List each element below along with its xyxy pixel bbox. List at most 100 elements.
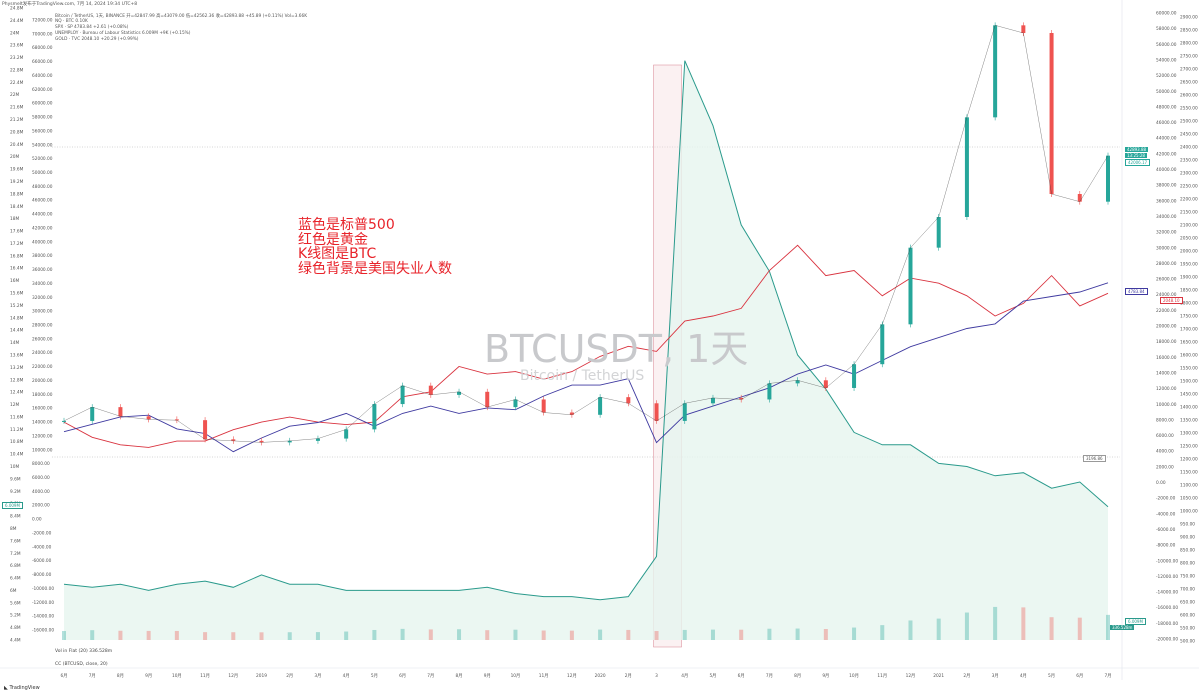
left-axis-tick-btc: 70000.00 xyxy=(32,31,53,37)
right-axis-tick-gold: 900.00 xyxy=(1180,535,1195,541)
left-axis-tick-unemploy: 20.4M xyxy=(10,142,24,148)
x-tick-label: 7月 xyxy=(766,673,773,679)
right-axis-tick-gold: 500.00 xyxy=(1180,639,1195,645)
right-axis-tick-btc: 10000.00 xyxy=(1156,402,1177,408)
volume-bar xyxy=(682,629,687,640)
left-axis-tick-btc: 54000.00 xyxy=(32,142,53,148)
volume-bar xyxy=(174,630,179,640)
x-tick-label: 9月 xyxy=(822,673,829,679)
right-axis-tick-gold: 2900.00 xyxy=(1180,15,1198,21)
right-axis-tick-btc: 42000.00 xyxy=(1156,151,1177,157)
left-axis-tick-unemploy: 4.8M xyxy=(10,625,21,631)
left-axis-tick-unemploy: 18M xyxy=(10,216,19,222)
right-axis-tick-gold: 1950.00 xyxy=(1180,262,1198,268)
unemploy-line xyxy=(63,60,1109,601)
left-axis-tick-unemploy: 18.8M xyxy=(10,191,24,197)
left-axis-tick-btc: -12000.00 xyxy=(32,600,54,606)
right-axis-tick-btc: 54000.00 xyxy=(1156,57,1177,63)
x-tick-label: 2月 xyxy=(625,673,632,679)
published-header: Physmelt发布于TradingView.com, 7月 14, 2024 … xyxy=(2,2,138,7)
btc-candle xyxy=(174,419,179,421)
volume-bar xyxy=(767,628,772,640)
btc-candle xyxy=(400,385,405,405)
x-tick-label: 10月 xyxy=(172,673,182,679)
btc-candle xyxy=(372,404,377,430)
left-axis-tick-unemploy: 12M xyxy=(10,402,19,408)
right-axis-tick-btc: 2000.00 xyxy=(1156,464,1174,470)
volume-bar xyxy=(654,631,659,640)
legend-unemploy[interactable]: UNEMPLOY · Bureau of Labour Statistics 6… xyxy=(55,31,191,36)
right-axis-tick-gold: 2050.00 xyxy=(1180,236,1198,242)
btc-candle xyxy=(598,397,603,415)
right-axis-tick-btc: 28000.00 xyxy=(1156,261,1177,267)
left-axis-tick-unemploy: 17.6M xyxy=(10,229,24,235)
left-axis-tick-unemploy: 4.4M xyxy=(10,638,21,644)
right-axis-tick-btc: 38000.00 xyxy=(1156,183,1177,189)
right-axis-tick-gold: 1000.00 xyxy=(1180,509,1198,515)
left-axis-tick-btc: 56000.00 xyxy=(32,128,53,134)
volume-bar xyxy=(569,630,574,640)
btc-candle xyxy=(880,324,885,365)
left-axis-tick-unemploy: 14.8M xyxy=(10,315,24,321)
btc-candle xyxy=(485,391,490,408)
left-axis-tick-btc: 48000.00 xyxy=(32,184,53,190)
x-tick-label: 11月 xyxy=(200,673,210,679)
left-axis-tick-unemploy: 21.2M xyxy=(10,117,24,123)
left-axis-tick-unemploy: 5.2M xyxy=(10,613,21,619)
right-axis-tick-btc: 58000.00 xyxy=(1156,26,1177,32)
left-axis-tick-unemploy: 12.8M xyxy=(10,377,24,383)
volume-bar xyxy=(936,618,941,640)
x-tick-label: 5月 xyxy=(1048,673,1055,679)
right-axis-tick-gold: 1600.00 xyxy=(1180,353,1198,359)
right-axis-tick-gold: 1450.00 xyxy=(1180,392,1198,398)
vol-indicator-label[interactable]: Vol in Flat (20) 336.528m xyxy=(55,649,113,654)
legend-spx[interactable]: SPX · SP 4783.84 +2.61 (+0.08%) xyxy=(55,25,129,30)
left-axis-tick-btc: 30000.00 xyxy=(32,309,53,315)
volume-bar xyxy=(541,630,546,640)
right-axis-tick-gold: 750.00 xyxy=(1180,574,1195,580)
legend-gold[interactable]: GOLD · TVC 2048.10 +20.29 (+0.99%) xyxy=(55,37,139,42)
btc-candle xyxy=(767,383,772,400)
right-axis-tick-gold: 1100.00 xyxy=(1180,483,1198,489)
right-axis-tick-gold: 2600.00 xyxy=(1180,93,1198,99)
btc-candle xyxy=(146,416,151,420)
left-axis-tick-btc: 6000.00 xyxy=(32,475,50,481)
left-axis-tick-unemploy: 22M xyxy=(10,92,19,98)
legend-nq[interactable]: NQ · BTC 0.10K xyxy=(55,19,88,24)
btc-candle xyxy=(1049,33,1054,194)
left-axis-tick-unemploy: 15.2M xyxy=(10,303,24,309)
annotation-line-spx: 蓝色是标普500 xyxy=(298,217,395,233)
right-axis-tick-gold: 600.00 xyxy=(1180,613,1195,619)
spx-line xyxy=(63,282,1109,453)
annotation-line-gold: 红色是黄金 xyxy=(298,231,368,248)
unemploy-area xyxy=(64,60,1108,640)
volume-bar xyxy=(400,628,405,640)
watermark-symbol: BTCUSDT, 1天 xyxy=(484,327,749,371)
left-axis-tick-btc: -4000.00 xyxy=(32,544,52,550)
right-axis-tick-gold: 1400.00 xyxy=(1180,405,1198,411)
left-axis-tick-btc: 20000.00 xyxy=(32,378,53,384)
tradingview-logo[interactable]: ◣ TradingView xyxy=(4,685,40,691)
right-axis-tick-btc: 0.00 xyxy=(1156,480,1166,486)
btc-candle xyxy=(852,364,857,388)
volume-bar xyxy=(146,630,151,640)
left-axis-tick-btc: -2000.00 xyxy=(32,530,52,536)
left-axis-tick-btc: 2000.00 xyxy=(32,503,50,509)
left-axis-tick-unemploy: 17.2M xyxy=(10,241,24,247)
right-axis-tick-gold: 1300.00 xyxy=(1180,431,1198,437)
x-tick-label: 2月 xyxy=(286,673,293,679)
left-axis-tick-btc: 68000.00 xyxy=(32,45,53,51)
right-axis-tick-btc: 12000.00 xyxy=(1156,386,1177,392)
legend-main[interactable]: Bitcoin / TetherUS, 1天, BINANCE 开=42847.… xyxy=(55,14,308,19)
btc-candle xyxy=(315,438,320,441)
btc-candle xyxy=(626,397,631,404)
unemploy-price-tag: 6.009M xyxy=(1125,618,1146,625)
btc-candle xyxy=(710,397,715,404)
right-axis-tick-btc: 26000.00 xyxy=(1156,277,1177,283)
btc-candle xyxy=(62,420,66,422)
right-axis-tick-btc: -2000.00 xyxy=(1156,496,1176,502)
cc-indicator-label[interactable]: CC (BTCUSD, close, 20) xyxy=(55,662,108,667)
left-axis-tick-btc: 8000.00 xyxy=(32,461,50,467)
right-axis-tick-gold: 2100.00 xyxy=(1180,223,1198,229)
